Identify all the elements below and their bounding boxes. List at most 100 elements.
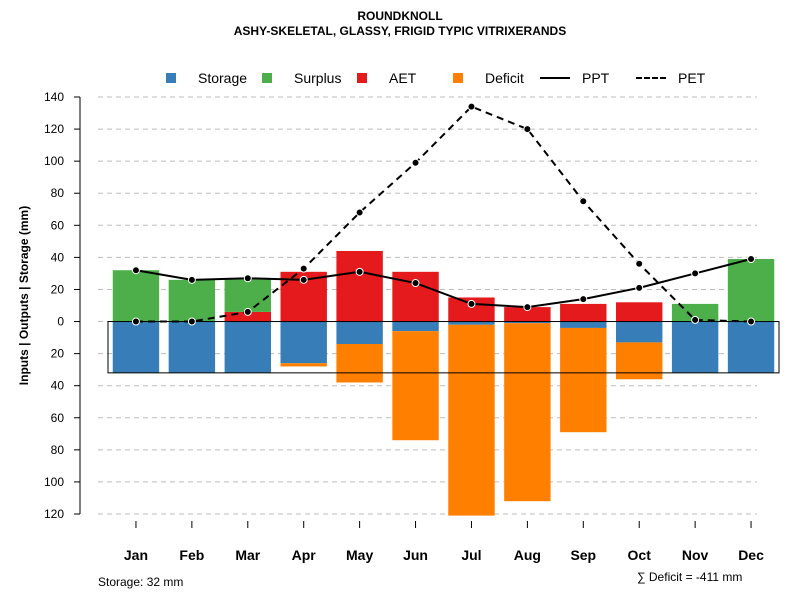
x-tick-label: May: [346, 547, 373, 563]
legend-swatch-surplus: [262, 73, 272, 83]
point-pet-oct: [635, 259, 644, 268]
y-tick-label: 80: [51, 443, 65, 457]
point-pet-nov: [691, 315, 700, 324]
bar-aet-mar: [224, 311, 271, 322]
point-pet-feb: [187, 317, 196, 326]
bar-storage-sep: [560, 321, 607, 328]
footer-deficit-text: ∑ Deficit = -411 mm: [637, 570, 743, 584]
legend-line-ppt: [540, 77, 570, 79]
point-pet-jun: [411, 158, 420, 167]
bar-deficit-jul: [448, 324, 495, 516]
point-pet-sep: [579, 197, 588, 206]
bar-deficit-oct: [616, 342, 663, 380]
bar-aet-may: [336, 250, 383, 322]
bar-storage-aug: [504, 321, 551, 324]
line-ppt: [135, 258, 752, 309]
x-tick-label: Feb: [179, 547, 204, 563]
y-tick-label: 60: [51, 218, 65, 232]
bar-deficit-sep: [560, 327, 607, 433]
bar-surplus-jan: [112, 270, 160, 322]
point-pet-dec: [747, 317, 756, 326]
y-tick-label: 20: [51, 282, 65, 296]
x-tick-label: Aug: [514, 547, 541, 563]
legend-item-aet: AET: [357, 70, 416, 86]
chart-title: ROUNDKNOLL: [357, 9, 443, 23]
y-tick-label: 100: [44, 475, 64, 489]
legend-label-aet: AET: [389, 70, 417, 86]
point-ppt-aug: [523, 303, 532, 312]
chart-legend: Storage Surplus AET Deficit PPT PET: [0, 70, 800, 90]
point-pet-jan: [131, 317, 140, 326]
y-tick-label: 60: [51, 411, 65, 425]
legend-item-pet: PET: [636, 70, 705, 86]
point-pet-jul: [467, 102, 476, 111]
point-ppt-sep: [579, 295, 588, 304]
point-pet-mar: [243, 307, 252, 316]
y-tick-label: 40: [51, 250, 65, 264]
legend-swatch-deficit: [453, 73, 463, 83]
y-tick-label: 80: [51, 186, 65, 200]
legend-item-ppt: PPT: [540, 70, 609, 86]
point-ppt-apr: [299, 275, 308, 284]
x-tick-label: Jun: [403, 547, 428, 563]
bar-surplus-feb: [168, 279, 216, 322]
point-pet-aug: [523, 125, 532, 134]
x-tick-label: Oct: [628, 547, 652, 563]
bar-surplus-mar: [224, 278, 271, 312]
y-tick-label: 0: [57, 315, 64, 329]
y-tick-label: 40: [51, 379, 65, 393]
legend-line-pet: [636, 77, 666, 79]
bar-deficit-apr: [280, 363, 327, 367]
legend-label-deficit: Deficit: [485, 70, 524, 86]
point-ppt-jan: [131, 266, 140, 275]
x-tick-label: Apr: [292, 547, 317, 563]
y-tick-label: 20: [51, 347, 65, 361]
x-tick-label: Nov: [682, 547, 709, 563]
point-ppt-may: [355, 267, 364, 276]
bar-deficit-jun: [392, 331, 439, 441]
point-pet-apr: [299, 264, 308, 273]
legend-label-surplus: Surplus: [294, 70, 342, 86]
bar-storage-apr: [280, 321, 327, 364]
legend-label-ppt: PPT: [582, 70, 610, 86]
bar-storage-may: [336, 321, 383, 344]
x-tick-label: Mar: [235, 547, 260, 563]
bar-storage-jul: [448, 321, 495, 325]
legend-item-storage: Storage: [166, 70, 247, 86]
legend-label-pet: PET: [678, 70, 706, 86]
point-ppt-jun: [411, 279, 420, 288]
bar-storage-mar: [224, 321, 271, 373]
y-tick-label: 120: [44, 507, 64, 521]
storage-capacity-box: [107, 321, 780, 374]
point-pet-may: [355, 208, 364, 217]
legend-swatch-aet: [357, 73, 367, 83]
x-tick-label: Jul: [461, 547, 481, 563]
bar-deficit-may: [336, 343, 383, 383]
chart-subtitle: ASHY-SKELETAL, GLASSY, FRIGID TYPIC VITR…: [233, 24, 567, 38]
bar-storage-oct: [616, 321, 663, 343]
point-ppt-feb: [187, 275, 196, 284]
bar-deficit-aug: [504, 323, 551, 502]
bar-aet-sep: [560, 303, 607, 322]
point-ppt-dec: [747, 254, 756, 263]
bar-surplus-dec: [727, 258, 775, 322]
bar-storage-nov: [671, 321, 719, 373]
bar-storage-jun: [392, 321, 439, 332]
point-ppt-jul: [467, 299, 476, 308]
legend-swatch-storage: [166, 73, 176, 83]
footer-storage-text: Storage: 32 mm: [98, 575, 184, 589]
y-tick-label: 120: [44, 122, 64, 136]
legend-label-storage: Storage: [198, 70, 248, 86]
x-tick-label: Sep: [570, 547, 596, 563]
bar-aet-oct: [616, 302, 663, 322]
bar-storage-dec: [727, 321, 775, 373]
legend-item-surplus: Surplus: [262, 70, 341, 86]
line-pet: [135, 105, 752, 323]
bar-storage-feb: [168, 321, 216, 373]
y-tick-label: 100: [44, 154, 64, 168]
y-tick-label: 140: [44, 90, 64, 104]
bar-aet-aug: [504, 307, 551, 322]
point-ppt-oct: [635, 283, 644, 292]
bar-storage-jan: [112, 321, 160, 373]
